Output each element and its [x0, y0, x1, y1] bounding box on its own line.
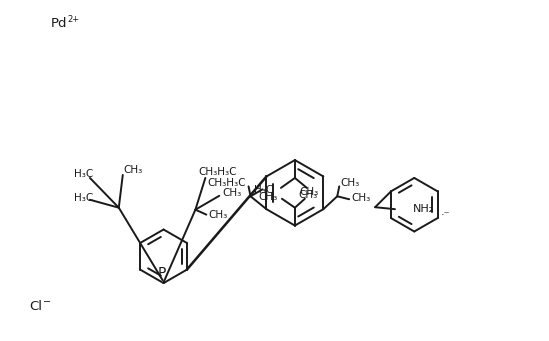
Text: 2+: 2+ — [67, 15, 79, 24]
Text: H₃C: H₃C — [254, 185, 273, 195]
Text: −: − — [43, 297, 51, 307]
Text: H₃C: H₃C — [74, 169, 93, 179]
Text: CH₃: CH₃ — [222, 188, 242, 198]
Text: Cl: Cl — [29, 300, 42, 313]
Text: CH₃H₃C: CH₃H₃C — [198, 167, 237, 177]
Text: ·⁻: ·⁻ — [440, 210, 450, 220]
Text: CH₃: CH₃ — [299, 187, 318, 197]
Text: CH₃: CH₃ — [259, 192, 278, 202]
Text: Pd: Pd — [51, 17, 68, 30]
Text: CH₃: CH₃ — [298, 190, 317, 200]
Text: P: P — [158, 266, 166, 280]
Text: CH₃: CH₃ — [124, 165, 143, 175]
Text: CH₃H₃C: CH₃H₃C — [207, 178, 245, 188]
Text: H₃C: H₃C — [74, 193, 93, 203]
Text: CH₃: CH₃ — [208, 210, 228, 220]
Text: CH₃: CH₃ — [340, 178, 360, 188]
Text: NH₂: NH₂ — [413, 204, 434, 214]
Text: CH₃: CH₃ — [351, 193, 371, 203]
